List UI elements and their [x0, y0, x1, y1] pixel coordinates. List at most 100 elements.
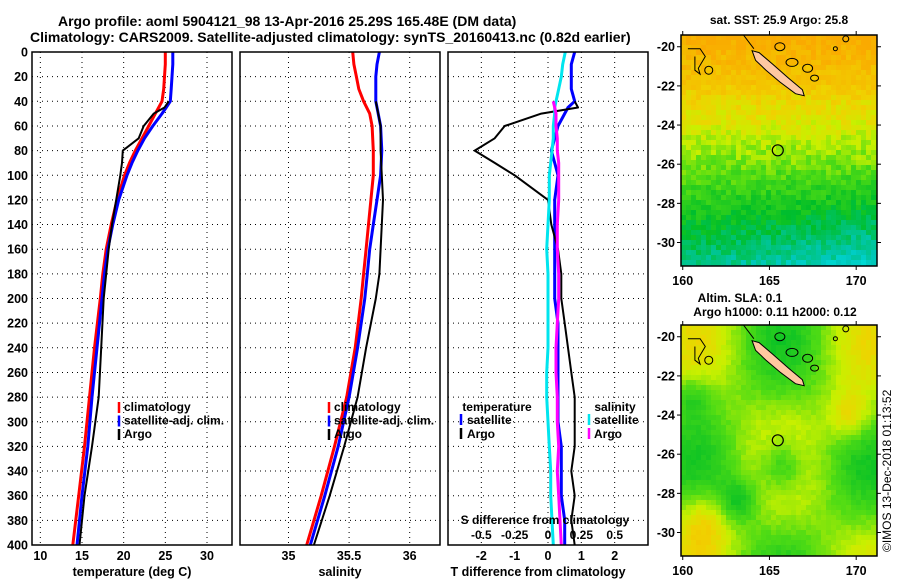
map-cell	[851, 440, 856, 445]
map-cell	[861, 135, 866, 140]
map-cell	[721, 160, 726, 165]
map-cell	[686, 250, 691, 255]
map-cell	[711, 455, 716, 460]
map-cell	[836, 440, 841, 445]
map-cell	[761, 75, 766, 80]
map-cell	[871, 460, 876, 465]
map-cell	[756, 225, 761, 230]
map-cell	[711, 345, 716, 350]
map-cell	[846, 100, 851, 105]
map-cell	[861, 490, 866, 495]
map-cell	[861, 260, 866, 265]
map-cell	[691, 335, 696, 340]
map-cell	[731, 145, 736, 150]
map-cell	[741, 370, 746, 375]
map-cell	[846, 440, 851, 445]
map-cell	[721, 95, 726, 100]
map-cell	[691, 325, 696, 330]
map-cell	[781, 360, 786, 365]
map-cell	[871, 415, 876, 420]
map-cell	[696, 230, 701, 235]
map-cell	[711, 480, 716, 485]
series-line-climatology	[71, 52, 167, 545]
map-cell	[716, 475, 721, 480]
map-cell	[851, 475, 856, 480]
map-cell	[791, 125, 796, 130]
map-cell	[701, 490, 706, 495]
map-cell	[751, 390, 756, 395]
map-cell	[826, 180, 831, 185]
map-cell	[841, 215, 846, 220]
map-cell	[686, 415, 691, 420]
map-cell	[816, 155, 821, 160]
map-cell	[786, 145, 791, 150]
map-cell	[766, 130, 771, 135]
map-cell	[846, 120, 851, 125]
map-cell	[706, 520, 711, 525]
map-cell	[866, 385, 871, 390]
map-cell	[761, 250, 766, 255]
map-cell	[841, 550, 846, 555]
map-cell	[701, 240, 706, 245]
map-cell	[746, 460, 751, 465]
map-cell	[741, 480, 746, 485]
map-cell	[691, 405, 696, 410]
map-cell	[716, 65, 721, 70]
map-cell	[696, 150, 701, 155]
legend-label: satellite-adj. clim.	[334, 414, 434, 428]
map-cell	[731, 80, 736, 85]
map-cell	[736, 180, 741, 185]
map-cell	[746, 330, 751, 335]
map-cell	[831, 125, 836, 130]
map-cell	[766, 230, 771, 235]
map-cell	[836, 75, 841, 80]
map-cell	[696, 325, 701, 330]
map-cell	[756, 355, 761, 360]
map-cell	[746, 155, 751, 160]
map-cell	[741, 85, 746, 90]
map-cell	[856, 540, 861, 545]
map-cell	[796, 75, 801, 80]
map-cell	[821, 115, 826, 120]
map-cell	[861, 250, 866, 255]
map-cell	[811, 215, 816, 220]
map-cell	[856, 520, 861, 525]
map-cell	[741, 50, 746, 55]
map-cell	[686, 465, 691, 470]
map-cell	[691, 430, 696, 435]
map-cell	[746, 415, 751, 420]
map-cell	[731, 235, 736, 240]
map-cell	[796, 360, 801, 365]
map-cell	[781, 480, 786, 485]
island-outline	[785, 57, 799, 67]
map-cell	[801, 240, 806, 245]
map-cell	[831, 325, 836, 330]
map-cell	[756, 120, 761, 125]
map-cell	[691, 200, 696, 205]
map-cell	[796, 490, 801, 495]
map-cell	[821, 495, 826, 500]
map-cell	[746, 160, 751, 165]
map-cell	[696, 260, 701, 265]
map-cell	[751, 420, 756, 425]
map-cell	[751, 525, 756, 530]
map-cell	[831, 530, 836, 535]
map-cell	[801, 365, 806, 370]
map-cell	[836, 340, 841, 345]
map-cell	[751, 460, 756, 465]
map-cell	[731, 100, 736, 105]
map-cell	[856, 80, 861, 85]
map-cell	[686, 380, 691, 385]
map-cell	[861, 70, 866, 75]
map-cell	[836, 70, 841, 75]
map-cell	[841, 510, 846, 515]
map-cell	[846, 435, 851, 440]
map-cell	[791, 500, 796, 505]
map-cell	[691, 190, 696, 195]
map-cell	[831, 245, 836, 250]
map-cell	[706, 85, 711, 90]
map-cell	[841, 140, 846, 145]
map-cell	[721, 405, 726, 410]
map-cell	[846, 455, 851, 460]
map-cell	[756, 195, 761, 200]
